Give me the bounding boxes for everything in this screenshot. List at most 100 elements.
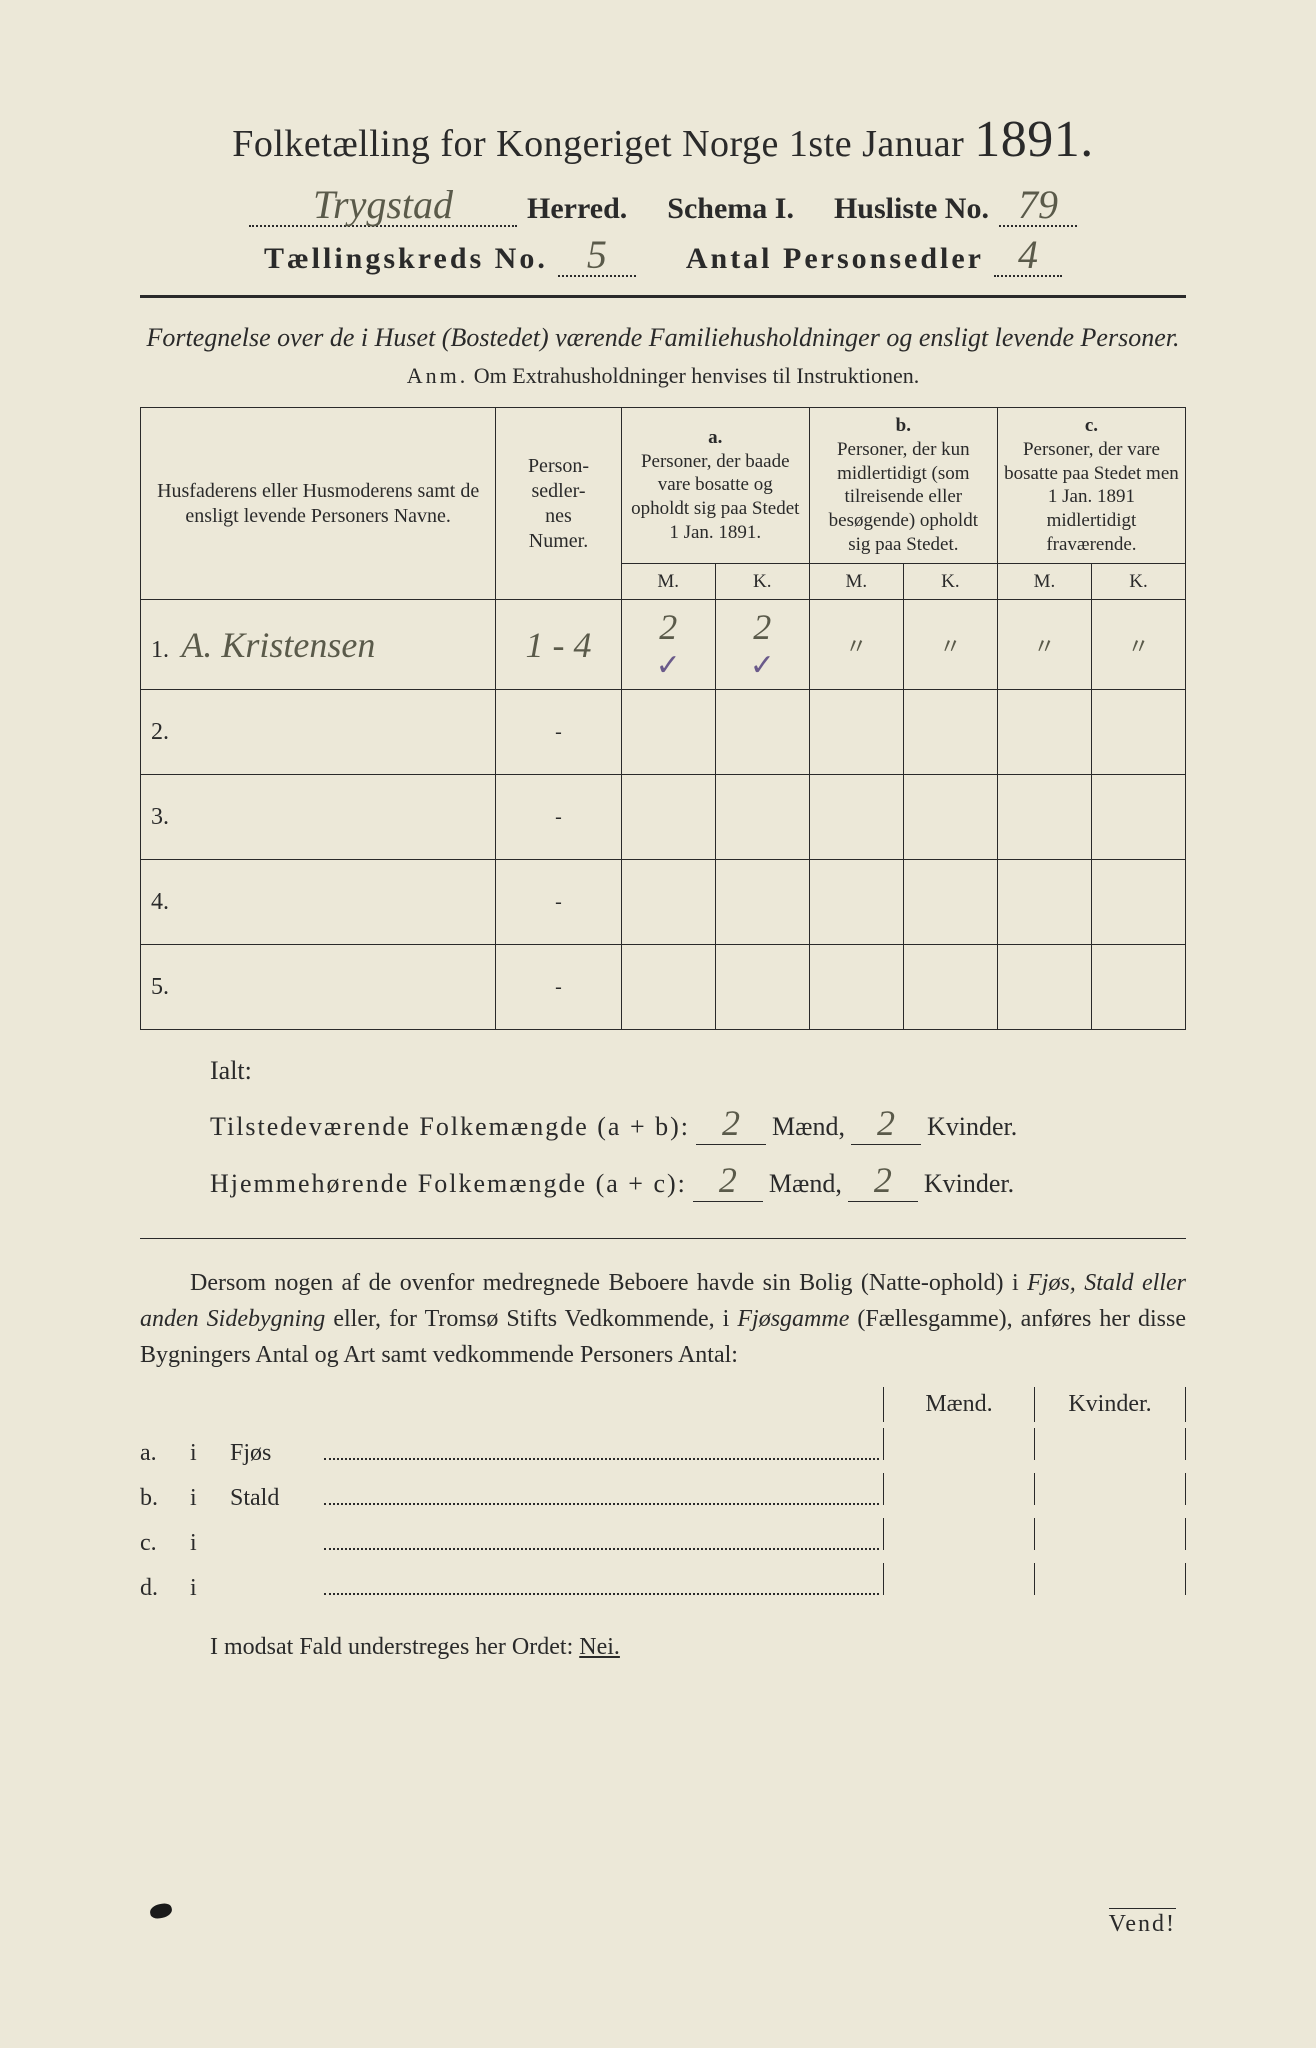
sidelist-col-m [883,1428,1034,1460]
th-b-text: Personer, der kun midlertidigt (som tilr… [816,438,991,557]
schema-label: Schema I. [667,192,794,226]
th-names: Husfaderens eller Husmoderens samt de en… [141,408,496,600]
kvinder-label: Kvinder. [927,1112,1017,1142]
maend-label: Mænd, [772,1112,845,1142]
sidelist-col-m [883,1473,1034,1505]
antal-label: Antal Personsedler [686,242,984,276]
totals-ac-m: 2 [693,1159,763,1202]
sidelist-tag: c. [140,1530,190,1557]
sidelist-tag: a. [140,1440,190,1467]
page-title: Folketælling for Kongeriget Norge 1ste J… [140,110,1186,169]
para-b: eller, for Tromsø Stifts Vedkommende, i [325,1306,737,1332]
cell-a_m: 2✓ [621,600,715,690]
sidelist-label: Fjøs [230,1440,320,1467]
husliste-label: Husliste No. [834,192,989,226]
dotted-line [324,1547,879,1550]
cell-c_k: 〃 [1091,600,1185,690]
sidelist-col-m [883,1563,1034,1595]
divider [140,1238,1186,1239]
sidelist-col-k [1034,1428,1186,1460]
th-c-text: Personer, der vare bosatte paa Stedet me… [1004,438,1179,557]
cell-b_m [809,945,903,1030]
herred-label: Herred. [527,192,627,226]
side-building-list: a.iFjøsb.iStaldc.id.i [140,1428,1186,1602]
kreds-line: Tællingskreds No. 5 Antal Personsedler 4 [140,237,1186,277]
anm-text: Om Extrahusholdninger henvises til Instr… [474,363,919,388]
cell-a_k [715,945,809,1030]
sidelist-i: i [190,1575,230,1602]
th-a-text: Personer, der baade vare bosatte og opho… [628,450,803,545]
sidelist-i: i [190,1530,230,1557]
cell-a_m [621,690,715,775]
totals-row-ab: Tilstedeværende Folkemængde (a + b): 2 M… [210,1102,1186,1145]
totals-ab-m: 2 [696,1102,766,1145]
cell-b_k [903,860,997,945]
sidelist-row: d.i [140,1563,1186,1602]
th-a-m: M. [621,563,715,600]
cell-c_m: 〃 [997,600,1091,690]
table-row: 5.- [141,945,1186,1030]
sidelist-col-k [1034,1563,1186,1595]
sidelist-row: c.i [140,1518,1186,1557]
cell-name: 3. [141,775,496,860]
sidelist-col-m [883,1518,1034,1550]
totals-ac-k: 2 [848,1159,918,1202]
main-table: Husfaderens eller Husmoderens samt de en… [140,407,1186,1030]
table-row: 2.- [141,690,1186,775]
cell-c_m [997,945,1091,1030]
ink-blot [149,1902,173,1920]
cell-name: 5. [141,945,496,1030]
cell-a_m [621,860,715,945]
sidelist-row: a.iFjøs [140,1428,1186,1467]
para-a: Dersom nogen af de ovenfor medregnede Be… [190,1270,1027,1296]
cell-c_k [1091,775,1185,860]
cell-name: 2. [141,690,496,775]
th-b: b. Personer, der kun midlertidigt (som t… [809,408,997,564]
th-c: c. Personer, der vare bosatte paa Stedet… [997,408,1185,564]
document-page: Folketælling for Kongeriget Norge 1ste J… [0,0,1316,2048]
cell-a_m [621,945,715,1030]
th-a: a. Personer, der baade vare bosatte og o… [621,408,809,564]
totals-ac-label: Hjemmehørende Folkemængde (a + c): [210,1169,687,1199]
herred-value: Trygstad [249,187,517,227]
husliste-value: 79 [999,187,1077,227]
sidelist-tag: d. [140,1575,190,1602]
cell-a_k [715,775,809,860]
sidelist-col-k [1034,1518,1186,1550]
cell-a_m [621,775,715,860]
row-number: 3. [151,804,173,831]
cell-a_k: 2✓ [715,600,809,690]
totals-ab-k: 2 [851,1102,921,1145]
th-numer-text: Person- sedler- nes Numer. [528,455,589,552]
th-b-k: K. [903,563,997,600]
kvinder-label: Kvinder. [924,1169,1014,1199]
tick-mark: ✓ [628,648,709,683]
anm-line: Anm. Om Extrahusholdninger henvises til … [140,363,1186,389]
mk-m: Mænd. [883,1387,1034,1422]
ialt-label: Ialt: [210,1056,1186,1086]
row-number: 2. [151,719,173,746]
table-row: 4.- [141,860,1186,945]
side-building-para: Dersom nogen af de ovenfor medregnede Be… [140,1265,1186,1373]
th-numer: Person- sedler- nes Numer. [496,408,621,600]
cell-a_k [715,860,809,945]
cell-b_k [903,690,997,775]
cell-a_k [715,690,809,775]
th-a-label: a. [628,426,803,450]
dotted-line [324,1457,879,1460]
cell-c_k [1091,690,1185,775]
antal-value: 4 [994,237,1062,277]
th-c-label: c. [1004,414,1179,438]
modsat-nei: Nei. [579,1634,620,1660]
modsat-text: I modsat Fald understreges her Ordet: [210,1634,579,1660]
totals-ab-label: Tilstedeværende Folkemængde (a + b): [210,1112,690,1142]
sidelist-label: Stald [230,1485,320,1512]
th-a-k: K. [715,563,809,600]
totals-row-ac: Hjemmehørende Folkemængde (a + c): 2 Mæn… [210,1159,1186,1202]
row-number: 4. [151,889,173,916]
cell-b_m [809,860,903,945]
cell-b_k [903,945,997,1030]
dotted-line [324,1502,879,1505]
cell-b_m [809,690,903,775]
dotted-line [324,1592,879,1595]
